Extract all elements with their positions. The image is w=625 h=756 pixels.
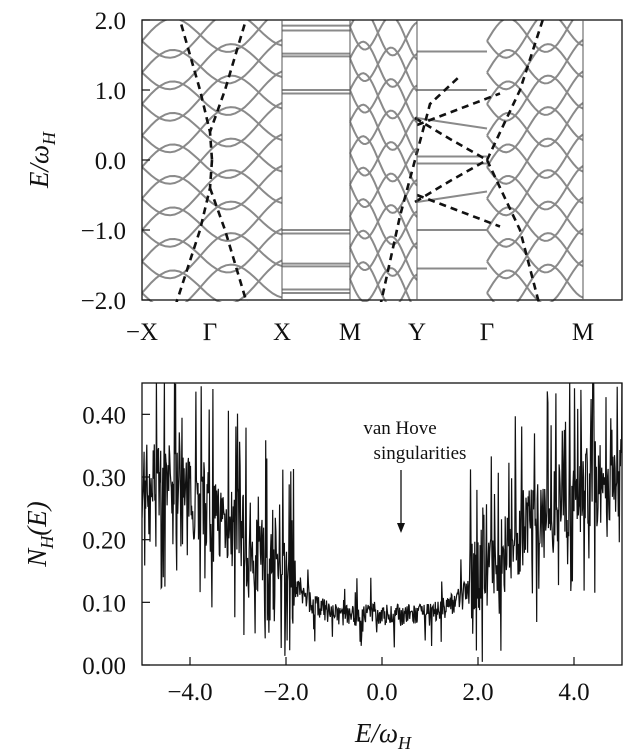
band-line xyxy=(486,43,584,91)
dashed-dispersion xyxy=(414,158,488,204)
dashed-dispersion xyxy=(208,187,248,302)
band-line xyxy=(349,229,418,277)
band-line xyxy=(486,232,584,280)
dashed-dispersion xyxy=(175,159,214,302)
band-line xyxy=(141,263,283,302)
dos-y-tick-label: 0.00 xyxy=(82,653,126,680)
band-line xyxy=(349,72,418,120)
dos-y-tick-label: 0.40 xyxy=(82,402,126,429)
dos-x-ticks: −4.0 −2.0 0.0 2.0 4.0 xyxy=(167,657,590,706)
symmetry-point-label: X xyxy=(273,319,291,346)
band-line xyxy=(349,166,418,214)
band-line xyxy=(349,141,418,187)
dashed-dispersion xyxy=(485,159,541,302)
dos-x-tick-label: 2.0 xyxy=(462,679,493,706)
dashed-dispersion xyxy=(416,92,501,127)
band-plot-frame xyxy=(141,19,623,301)
band-structure-panel: 2.0 1.0 0.0 −1.0 −2.0 −X Γ X M Y Γ M E/ωH xyxy=(24,8,623,346)
band-line xyxy=(349,235,418,281)
dos-x-tick-label: −4.0 xyxy=(167,679,212,706)
dos-y-tick-label: 0.20 xyxy=(82,528,126,555)
symmetry-point-label: M xyxy=(572,319,594,346)
symmetry-point-label: M xyxy=(339,319,361,346)
annotation-line2: singularities xyxy=(374,443,467,464)
band-line xyxy=(349,46,418,92)
band-y-tick-label: 1.0 xyxy=(95,78,126,105)
band-line xyxy=(349,135,418,183)
dos-x-axis-title: E/ωH xyxy=(354,718,412,753)
dashed-dispersion xyxy=(208,20,248,133)
band-line xyxy=(349,20,418,61)
band-line xyxy=(141,169,283,217)
dashed-dispersion-lines xyxy=(175,20,545,302)
dashed-dispersion xyxy=(178,20,214,161)
dos-x-tick-label: 4.0 xyxy=(558,679,589,706)
dos-curve xyxy=(142,383,623,662)
band-line xyxy=(141,43,283,91)
band-line xyxy=(349,109,418,155)
band-y-tick-label: −2.0 xyxy=(81,288,126,315)
band-line xyxy=(141,200,283,248)
band-line xyxy=(486,263,584,302)
dos-panel: 0.00 0.10 0.20 0.30 0.40 −4.0 −2.0 0.0 2.0 4.0 N… xyxy=(22,382,623,753)
dos-x-tick-label: 0.0 xyxy=(366,679,397,706)
band-lines xyxy=(141,20,584,302)
band-y-ticks: 2.0 1.0 0.0 −1.0 −2.0 xyxy=(81,8,150,315)
annotation-arrow xyxy=(397,470,405,533)
symmetry-point-label: −X xyxy=(126,319,158,346)
dos-y-axis-title: NH(E) xyxy=(22,501,57,568)
dashed-dispersion xyxy=(379,75,461,302)
band-line xyxy=(141,20,283,59)
dos-x-tick-label: −2.0 xyxy=(263,679,308,706)
band-line xyxy=(349,103,418,151)
band-line xyxy=(141,106,283,154)
dashed-dispersion xyxy=(414,116,488,162)
band-line xyxy=(141,74,283,122)
dos-y-ticks: 0.00 0.10 0.20 0.30 0.40 xyxy=(82,402,150,680)
annotation-line1: van Hove xyxy=(363,418,436,439)
band-line xyxy=(349,40,418,88)
symmetry-point-label: Γ xyxy=(480,319,494,346)
band-line xyxy=(349,198,418,246)
band-line xyxy=(141,232,283,280)
band-line xyxy=(349,20,418,57)
dos-y-tick-label: 0.10 xyxy=(82,590,126,617)
band-line xyxy=(486,137,584,185)
band-line xyxy=(349,78,418,124)
dashed-dispersion xyxy=(485,20,545,161)
band-line xyxy=(486,200,584,248)
band-line xyxy=(349,204,418,250)
band-line xyxy=(486,106,584,154)
band-y-tick-label: −1.0 xyxy=(81,218,126,245)
band-line xyxy=(141,137,283,185)
band-line xyxy=(486,74,584,122)
symmetry-point-label: Y xyxy=(408,319,426,346)
band-line xyxy=(486,20,584,59)
band-y-tick-label: 2.0 xyxy=(95,8,126,35)
band-y-tick-label: 0.0 xyxy=(95,148,126,175)
band-y-axis-title: E/ωH xyxy=(24,131,59,189)
dashed-dispersion xyxy=(416,193,501,228)
symmetry-point-labels: −X Γ X M Y Γ M xyxy=(126,319,594,346)
band-line xyxy=(486,169,584,217)
symmetry-point-label: Γ xyxy=(203,319,217,346)
dos-y-tick-label: 0.30 xyxy=(82,465,126,492)
band-frame-rect xyxy=(141,19,623,301)
